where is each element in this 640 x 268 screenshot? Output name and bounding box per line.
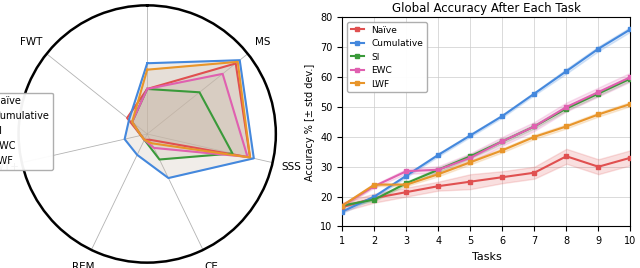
Polygon shape (132, 89, 232, 159)
Naive (435, 185, 442, 188)
Naive (563, 155, 570, 158)
SI (531, 125, 538, 128)
LWF (403, 183, 410, 186)
Line: Cumulative: Cumulative (340, 27, 632, 214)
SI (467, 155, 474, 158)
Line: Naive: Naive (340, 154, 632, 209)
SI (339, 204, 346, 207)
LWF (435, 173, 442, 176)
Cumulative (531, 92, 538, 95)
Line: LWF: LWF (340, 102, 632, 208)
EWC (563, 105, 570, 109)
EWC (499, 140, 506, 143)
SI (403, 181, 410, 185)
Naive (371, 196, 378, 200)
Naive (467, 180, 474, 183)
X-axis label: Tasks: Tasks (472, 252, 501, 262)
Line: SI: SI (340, 77, 632, 208)
Polygon shape (132, 62, 250, 158)
Cumulative (371, 195, 378, 198)
Cumulative (499, 114, 506, 118)
Cumulative (467, 134, 474, 137)
Naive (499, 176, 506, 179)
EWC (531, 125, 538, 128)
EWC (339, 204, 346, 207)
SI (499, 140, 506, 143)
SI (595, 92, 602, 95)
EWC (371, 185, 378, 188)
Legend: Naïve, Cumulative, SI, EWC, LWF: Naïve, Cumulative, SI, EWC, LWF (347, 22, 427, 92)
SI (627, 77, 634, 80)
Cumulative (627, 28, 634, 31)
LWF (339, 204, 346, 207)
LWF (627, 102, 634, 106)
Cumulative (403, 174, 410, 177)
Naive (531, 171, 538, 174)
Cumulative (435, 153, 442, 157)
Polygon shape (127, 64, 250, 158)
Title: Global Accuracy After Each Task: Global Accuracy After Each Task (392, 2, 581, 15)
LWF (563, 125, 570, 128)
LWF (499, 149, 506, 152)
Line: EWC: EWC (340, 75, 632, 208)
SI (563, 107, 570, 110)
SI (435, 168, 442, 171)
Polygon shape (125, 60, 254, 178)
EWC (627, 76, 634, 79)
Naive (627, 156, 634, 159)
Naive (403, 191, 410, 194)
LWF (467, 161, 474, 164)
LWF (595, 113, 602, 116)
EWC (595, 91, 602, 94)
Cumulative (339, 210, 346, 213)
LWF (371, 183, 378, 186)
LWF (531, 135, 538, 139)
EWC (403, 170, 410, 173)
EWC (435, 168, 442, 171)
Cumulative (563, 70, 570, 73)
SI (371, 198, 378, 201)
EWC (467, 156, 474, 159)
Legend: Naïve, Cumulative, SI, EWC, LWF: Naïve, Cumulative, SI, EWC, LWF (0, 92, 53, 170)
Polygon shape (132, 74, 248, 157)
Y-axis label: Accuracy % [± std dev.]: Accuracy % [± std dev.] (305, 63, 315, 181)
Naive (595, 165, 602, 168)
Cumulative (595, 47, 602, 50)
Naive (339, 206, 346, 209)
